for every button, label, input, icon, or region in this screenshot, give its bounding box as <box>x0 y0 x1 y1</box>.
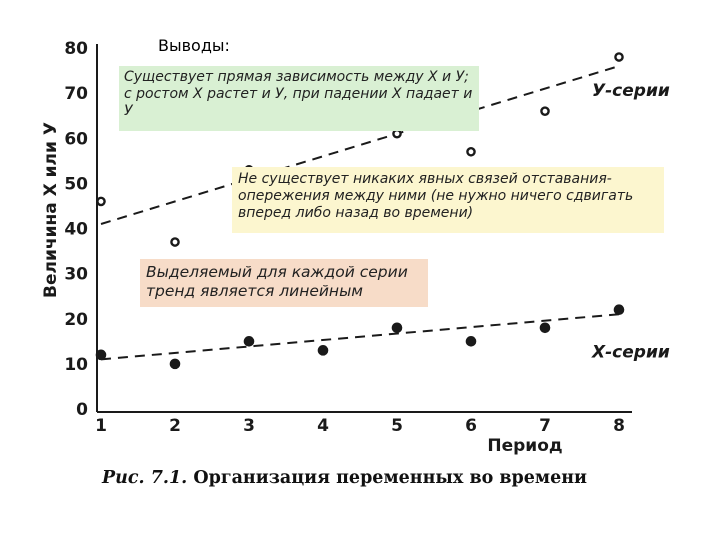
x-series-point <box>391 322 403 334</box>
figure-title: Организация переменных во времени <box>193 468 588 488</box>
x-tick-labels: 1 2 3 4 5 6 7 8 <box>95 416 625 436</box>
x-tick-label: 6 <box>465 416 477 436</box>
y-series-point <box>466 146 476 157</box>
y-tick-labels: 0 10 20 30 40 50 60 70 80 <box>64 39 88 420</box>
y-tick-label: 50 <box>64 174 88 194</box>
y-series-point <box>392 128 402 139</box>
y-tick-label: 30 <box>64 265 88 285</box>
x-tick-label: 7 <box>539 416 551 436</box>
trend-lines <box>100 65 620 361</box>
y-tick-label: 10 <box>64 355 88 375</box>
y-series-point <box>170 237 180 247</box>
conclusions-heading: Выводы: <box>158 36 230 55</box>
y-series-point <box>540 106 550 116</box>
series-label: У-серии <box>592 81 670 101</box>
x-series-point <box>169 358 181 370</box>
series-label: Х-серии <box>591 343 670 363</box>
x-series-point <box>465 336 477 347</box>
y-tick-label: 70 <box>64 84 88 104</box>
chart-axes <box>96 44 632 413</box>
y-series-point <box>96 196 106 207</box>
y-tick-label: 20 <box>64 310 88 330</box>
y-axis-label: Величина Х или У <box>41 122 61 298</box>
y-tick-label: 80 <box>64 39 88 59</box>
figure-caption: Рис. 7.1. Организация переменных во врем… <box>102 468 587 488</box>
x-axis-label: Период <box>487 436 562 456</box>
y-tick-label: 60 <box>64 129 88 149</box>
trend-line <box>100 313 620 361</box>
x-series-point <box>317 345 329 356</box>
x-tick-label: 1 <box>95 416 107 436</box>
trend-line <box>100 65 620 225</box>
y-tick-label: 0 <box>76 400 88 420</box>
x-tick-label: 8 <box>613 416 625 436</box>
x-tick-label: 2 <box>169 416 181 436</box>
conclusion-note-correlation: Существует прямая зависимость между Х и … <box>119 66 479 131</box>
figure-number: Рис. 7.1. <box>102 468 188 488</box>
x-series-point <box>539 322 551 334</box>
conclusion-note-no-lag: Не существует никаких явных связей отста… <box>232 167 664 233</box>
y-tick-label: 40 <box>64 220 88 240</box>
x-series-point <box>613 304 625 316</box>
y-series-point <box>614 52 624 62</box>
series-labels: У-серии Х-серии <box>591 81 670 363</box>
x-tick-label: 4 <box>317 416 329 436</box>
x-series-point <box>243 336 255 347</box>
x-tick-label: 5 <box>391 416 403 436</box>
x-series-point <box>95 349 107 361</box>
x-tick-label: 3 <box>243 416 255 436</box>
conclusion-note-linear-trend: Выделяемый для каждой серии тренд являет… <box>140 259 428 307</box>
